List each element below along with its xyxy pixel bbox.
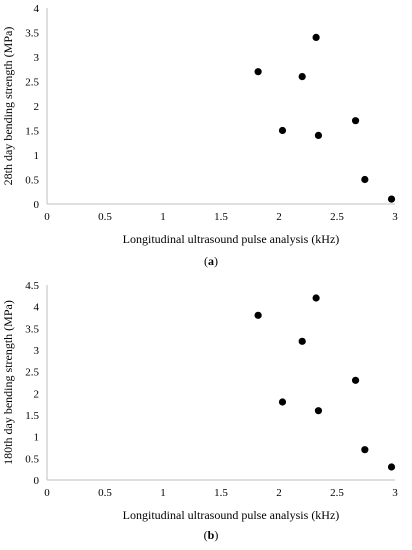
chart-b-x-tick-label: 2.5 xyxy=(330,487,344,499)
chart-a-data-point xyxy=(314,131,323,139)
chart-b-x-tick-label: 1.5 xyxy=(214,487,228,499)
chart-b-y-tick-label: 2 xyxy=(34,388,40,400)
chart-a-data-point xyxy=(278,126,287,135)
chart-b-data-point xyxy=(314,407,323,415)
chart-a-x-tick-label: 0.5 xyxy=(98,211,112,223)
chart-b-y-axis-title: 180th day bending strength (MPa) xyxy=(1,300,15,465)
chart-a-x-tick-label: 2.5 xyxy=(330,211,344,223)
chart-b-data-point xyxy=(351,376,360,384)
chart-a-y-tick-label: 1.5 xyxy=(25,126,39,138)
chart-a-data-point xyxy=(387,195,396,203)
chart-a-data-point xyxy=(351,117,360,125)
chart-a-data-point xyxy=(312,33,320,42)
chart-a-x-tick-label: 1.5 xyxy=(214,211,228,223)
chart-b-x-tick-label: 0 xyxy=(44,487,50,499)
chart-b-data-point xyxy=(312,294,320,302)
chart-b-panel-caption: (b) xyxy=(204,528,219,542)
chart-b-data-point xyxy=(361,446,369,454)
chart-b-y-tick-label: 3.5 xyxy=(25,323,39,335)
chart-b-data-point xyxy=(298,337,306,345)
chart-b-y-tick-label: 1 xyxy=(34,432,40,444)
chart-b-y-tick-label: 1.5 xyxy=(25,410,39,422)
chart-a-x-tick-label: 2 xyxy=(276,211,282,223)
chart-a: 0 0.5 1 1.5 2 2.5 3 3.5 4 0 0.5 1 1.5 2 2.5 3 Longitudin… xyxy=(1,3,398,268)
chart-a-y-tick-label: 2 xyxy=(34,101,40,113)
chart-b: 0 0.5 1 1.5 2 2.5 3 3.5 4 4.5 0 0.5 1 1.5 2 2.5 3 Longitu… xyxy=(1,280,398,542)
chart-b-y-tick-label: 0 xyxy=(34,475,40,487)
chart-a-data-point xyxy=(298,73,306,81)
chart-b-x-tick-label: 1 xyxy=(160,487,166,499)
chart-b-y-tick-label: 0.5 xyxy=(25,453,39,465)
chart-b-data-point xyxy=(387,463,396,471)
chart-b-y-tick-label: 4.5 xyxy=(25,280,39,292)
chart-b-y-tick-label: 4 xyxy=(34,302,40,314)
chart-a-y-tick-label: 3.5 xyxy=(25,28,39,40)
chart-a-y-tick-label: 2.5 xyxy=(25,77,39,89)
chart-a-x-axis-title: Longitudinal ultrasound pulse analysis (… xyxy=(123,232,340,246)
chart-b-y-tick-label: 2.5 xyxy=(25,367,39,379)
chart-a-y-tick-label: 1 xyxy=(34,150,40,162)
chart-a-y-tick-label: 4 xyxy=(34,3,40,15)
chart-a-data-point xyxy=(254,68,262,76)
chart-b-x-tick-label: 0.5 xyxy=(98,487,112,499)
chart-b-data-point xyxy=(254,311,262,319)
chart-a-y-tick-label: 0.5 xyxy=(25,175,39,187)
chart-b-x-tick-label: 3 xyxy=(392,487,398,499)
chart-b-x-tick-label: 2 xyxy=(276,487,282,499)
chart-a-x-tick-label: 0 xyxy=(44,211,50,223)
chart-a-y-tick-label: 3 xyxy=(34,52,40,64)
chart-b-data-point xyxy=(278,398,287,406)
chart-b-y-tick-label: 3 xyxy=(34,345,40,357)
chart-a-data-point xyxy=(361,175,369,184)
chart-b-x-axis-title: Longitudinal ultrasound pulse analysis (… xyxy=(123,508,340,522)
chart-a-y-tick-label: 0 xyxy=(34,199,40,211)
chart-a-panel-caption: (a) xyxy=(204,254,218,268)
chart-a-x-tick-label: 1 xyxy=(160,211,166,223)
chart-a-y-axis-title: 28th day bending strength (MPa) xyxy=(1,27,15,186)
chart-a-x-tick-label: 3 xyxy=(392,211,398,223)
